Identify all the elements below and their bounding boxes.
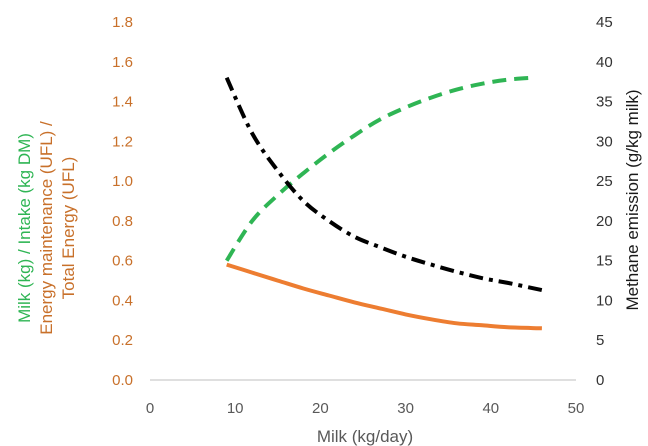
left-y-title-line-2: Energy maintenance (UFL) /: [37, 121, 56, 335]
left-y-tick-label: 1.6: [112, 54, 133, 71]
x-tick-label: 30: [397, 400, 414, 417]
x-axis-title: Milk (kg/day): [317, 427, 413, 446]
right-y-tick-label: 40: [596, 54, 613, 71]
right-y-tick-label: 45: [596, 14, 613, 31]
left-y-tick-label: 0.4: [112, 292, 133, 309]
x-tick-label: 40: [482, 400, 499, 417]
left-y-tick-label: 1.8: [112, 14, 133, 31]
left-y-tick-label: 0.2: [112, 332, 133, 349]
left-y-title-line-1: Milk (kg) / Intake (kg DM): [15, 133, 34, 323]
left-y-tick-label: 0.0: [112, 372, 133, 389]
right-y-tick-label: 10: [596, 292, 613, 309]
x-tick-labels: 0 10 20 30 40 50: [146, 400, 585, 417]
left-y-title-line-3: Total Energy (UFL): [59, 157, 78, 300]
x-tick-label: 20: [312, 400, 329, 417]
right-y-tick-label: 30: [596, 133, 613, 150]
left-y-tick-label: 1.2: [112, 133, 133, 150]
methane-line: [224, 76, 543, 293]
left-y-axis-title: Milk (kg) / Intake (kg DM) Energy mainte…: [15, 121, 78, 335]
right-y-axis-title: Methane emission (g/kg milk): [623, 89, 642, 310]
milk-intake-line: [225, 75, 534, 262]
energy-line: [226, 262, 542, 331]
x-tick-label: 0: [146, 400, 154, 417]
right-y-tick-label: 0: [596, 372, 604, 389]
left-y-tick-label: 1.4: [112, 94, 133, 111]
left-y-tick-label: 1.0: [112, 173, 133, 190]
left-y-tick-labels: 0.0 0.2 0.4 0.6 0.8 1.0 1.2 1.4 1.6 1.8: [112, 14, 133, 389]
right-y-tick-label: 15: [596, 253, 613, 270]
right-y-tick-label: 35: [596, 94, 613, 111]
right-y-tick-labels: 0 5 10 15 20 25 30 35 40 45: [596, 14, 613, 389]
right-y-tick-label: 5: [596, 332, 604, 349]
x-tick-label: 10: [227, 400, 244, 417]
right-y-tick-label: 25: [596, 173, 613, 190]
left-y-tick-label: 0.6: [112, 253, 133, 270]
x-tick-label: 50: [568, 400, 585, 417]
series-group: [224, 75, 543, 331]
right-y-tick-label: 20: [596, 213, 613, 230]
left-y-tick-label: 0.8: [112, 213, 133, 230]
